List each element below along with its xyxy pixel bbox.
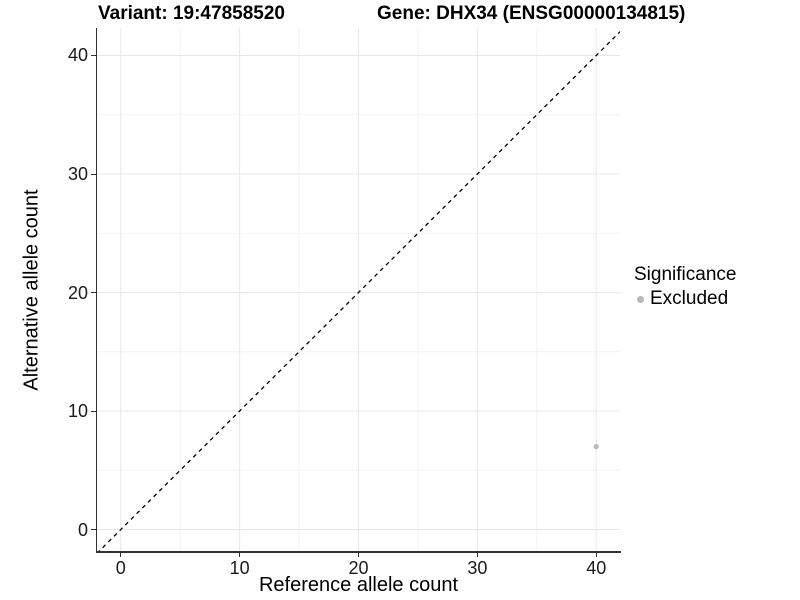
gene-title: Gene: DHX34 (ENSG00000134815)	[377, 3, 686, 24]
y-tick-label: 0	[77, 519, 88, 540]
x-tick-label: 0	[115, 558, 126, 578]
y-axis-line	[95, 28, 97, 552]
y-tick-mark	[91, 529, 96, 531]
data-point	[593, 443, 599, 450]
x-tick-label: 10	[229, 558, 250, 578]
y-tick-mark	[91, 173, 96, 175]
x-tick-mark	[476, 552, 478, 557]
y-tick-label: 20	[67, 282, 88, 303]
variant-title: Variant: 19:47858520	[98, 3, 285, 24]
legend-item-excluded: Excluded	[634, 288, 736, 310]
x-axis-title: Reference allele count	[258, 574, 458, 596]
y-tick-mark	[91, 410, 96, 412]
x-tick-mark	[120, 552, 122, 557]
plot-canvas	[97, 28, 620, 551]
legend: Significance Excluded	[634, 264, 736, 310]
x-tick-label: 40	[586, 558, 607, 578]
x-axis-line	[95, 551, 621, 553]
identity-dashed-line	[98, 30, 620, 551]
y-tick-label: 30	[67, 164, 88, 184]
y-tick-label: 10	[67, 401, 88, 422]
x-tick-label: 30	[467, 558, 488, 578]
x-tick-mark	[358, 552, 359, 557]
legend-key-point-icon	[637, 295, 644, 303]
x-tick-mark	[239, 552, 241, 557]
x-tick-mark	[595, 552, 597, 557]
y-tick-label: 40	[67, 45, 88, 66]
x-tick-label: 20	[348, 558, 369, 578]
y-tick-mark	[91, 54, 96, 56]
legend-title: Significance	[634, 264, 737, 285]
plot-panel	[97, 28, 620, 551]
y-axis-title: Alternative allele count	[20, 189, 43, 391]
y-tick-mark	[91, 292, 96, 294]
legend-item-label: Excluded	[650, 288, 729, 309]
